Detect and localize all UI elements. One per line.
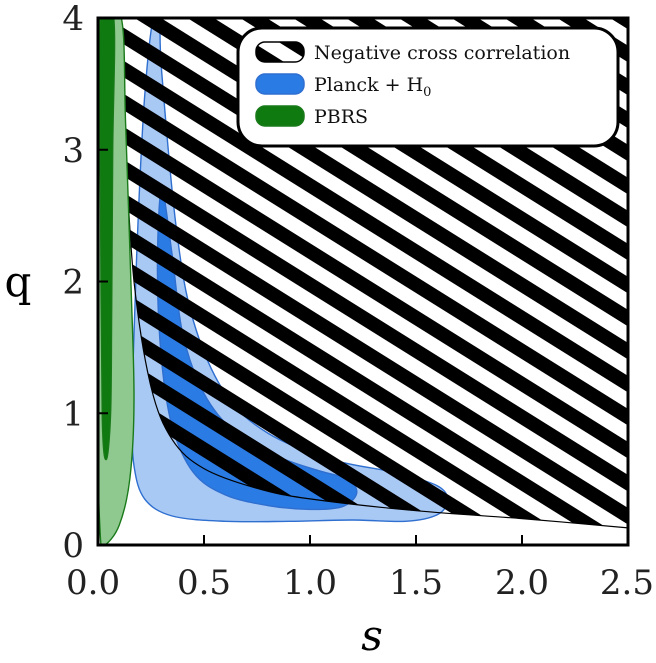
x-tick-label: 2.5	[600, 563, 654, 603]
legend-label-planck: Planck + H0	[314, 74, 431, 100]
legend-label-planck-sub: 0	[423, 85, 431, 100]
x-tick-label: 0.5	[177, 563, 231, 603]
legend: Negative cross correlation Planck + H0 P…	[236, 26, 620, 148]
legend-box	[236, 26, 620, 148]
x-tick-label: 2.0	[495, 563, 549, 603]
y-tick-label: 0	[62, 526, 84, 566]
legend-label-planck-main: Planck + H	[314, 74, 423, 96]
legend-swatch-planck	[255, 73, 305, 95]
y-axis-title: q	[5, 257, 32, 306]
y-tick-label: 2	[62, 263, 84, 303]
x-tick-label: 0.0	[66, 563, 120, 603]
axis-ticks: 0.0 0.5 1.0 1.5 2.0 2.5 0 1 2 3 4	[62, 0, 654, 603]
legend-label-pbrs: PBRS	[314, 106, 368, 128]
y-tick-label: 4	[62, 0, 84, 39]
y-tick-label: 1	[62, 394, 84, 434]
pbrs-inner-contour	[98, 18, 116, 461]
x-tick-label: 1.0	[283, 563, 337, 603]
x-tick-label: 1.5	[389, 563, 443, 603]
x-axis-title: s	[361, 611, 383, 660]
legend-label-negative: Negative cross correlation	[314, 42, 570, 64]
legend-swatch-negative	[255, 41, 305, 63]
y-tick-label: 3	[62, 131, 84, 171]
legend-swatch-pbrs	[255, 105, 305, 127]
